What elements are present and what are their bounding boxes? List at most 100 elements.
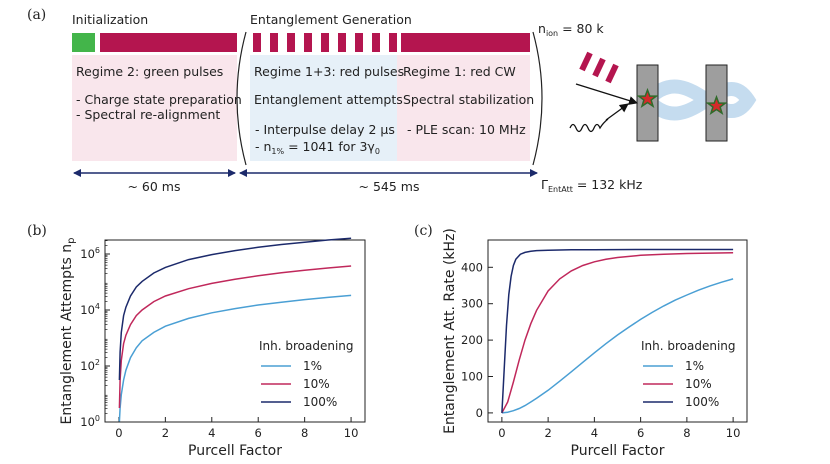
- legend-label: 100%: [685, 395, 719, 409]
- legend-label: 10%: [303, 377, 330, 391]
- y-axis-label: Entanglement Attempts np: [59, 237, 77, 424]
- pulses-detail-2: - n1% = 1041 for 3γ0: [255, 139, 380, 156]
- y-tick-exp: 2: [95, 358, 100, 367]
- plot-frame: [104, 239, 366, 423]
- cw-task-label: Spectral stabilization: [403, 92, 534, 107]
- y-tick-exp: 0: [95, 414, 100, 423]
- legend-label: 10%: [685, 377, 712, 391]
- init-regime-label: Regime 2: green pulses: [76, 64, 223, 79]
- y-tick-label: 200: [461, 333, 483, 347]
- x-tick-label: 8: [683, 426, 690, 440]
- n-ion-sub: ion: [546, 29, 558, 38]
- pulses-detail-2-sub2: 0: [375, 147, 380, 156]
- y-tick-label: 104: [80, 302, 100, 317]
- red-pulse: [304, 33, 312, 52]
- x-tick-label: 0: [115, 426, 122, 440]
- laser-pulses-icon: [579, 51, 619, 84]
- series-line-1pct: [501, 278, 734, 414]
- entanglement-schematic: [569, 51, 757, 142]
- red-pulse: [372, 33, 380, 52]
- photon-wave-icon: [569, 118, 609, 133]
- init-regime-panel: [72, 55, 237, 161]
- laser-pulse: [592, 57, 606, 78]
- cw-panel: [397, 55, 530, 161]
- cw-regime-label: Regime 1: red CW: [403, 64, 516, 79]
- ion-star-icon: [705, 94, 728, 116]
- ion-star-icon: [636, 87, 659, 109]
- x-tick-label: 0: [498, 426, 505, 440]
- legend-title: Inh. broadening: [641, 339, 736, 353]
- cw-red-bar: [401, 33, 530, 52]
- red-pulse-train: [253, 33, 397, 52]
- gamma-label: ΓEntAtt = 132 kHz: [541, 177, 643, 194]
- init-line-2: - Spectral re-alignment: [76, 107, 220, 122]
- red-pulse: [270, 33, 278, 52]
- pulses-detail-2-rest: = 1041 for 3γ: [284, 139, 375, 154]
- plot-frame: [487, 239, 748, 423]
- legend-label: 100%: [303, 395, 337, 409]
- left-paren: [236, 31, 247, 166]
- cw-detail: - PLE scan: 10 MHz: [407, 122, 526, 137]
- y-tick-exp: 4: [95, 302, 100, 311]
- init-line-1: - Charge state preparation: [76, 92, 242, 107]
- panel-a: (a) Initialization Regime 2: green pulse…: [27, 7, 757, 194]
- pulses-panel: [250, 55, 397, 161]
- y-tick-label: 0: [476, 406, 483, 420]
- entanglement-title: Entanglement Generation: [250, 12, 412, 27]
- y-tick-base: 10: [80, 247, 95, 261]
- y-tick-label: 100: [80, 414, 100, 429]
- panel-a-label: (a): [27, 7, 46, 23]
- x-axis-label: Purcell Factor: [571, 443, 665, 459]
- laser-pulse: [605, 63, 619, 84]
- pulses-task-label: Entanglement attempts: [254, 92, 403, 107]
- x-tick-label: 2: [162, 426, 169, 440]
- panel-b-label: (b): [27, 223, 47, 239]
- n-ion-suffix: = 80 k: [558, 21, 604, 36]
- y-tick-label: 400: [461, 260, 483, 274]
- series-line-1pct: [118, 294, 352, 422]
- init-duration-label: ~ 60 ms: [127, 179, 180, 194]
- x-tick-label: 10: [344, 426, 359, 440]
- pulses-regime-label: Regime 1+3: red pulses: [254, 64, 404, 79]
- gamma-sub: EntAtt: [548, 185, 573, 194]
- series-line-10pct: [501, 251, 734, 414]
- n-ion-prefix: n: [538, 21, 546, 36]
- gamma-prefix: Γ: [541, 177, 548, 192]
- red-pulse: [389, 33, 397, 52]
- x-tick-label: 4: [208, 426, 215, 440]
- pulses-detail-2-prefix: - n: [255, 139, 271, 154]
- y-tick-label: 106: [80, 246, 100, 261]
- y-tick-base: 10: [80, 359, 95, 373]
- y-tick-exp: 6: [95, 246, 100, 255]
- legend-title: Inh. broadening: [259, 339, 354, 353]
- photon-arrow-icon: [605, 103, 629, 121]
- gamma-suffix: = 132 kHz: [573, 177, 643, 192]
- y-axis-label: Entanglement Att. Rate (kHz): [442, 228, 458, 434]
- y-axis-label-sub: p: [66, 237, 77, 243]
- x-tick-label: 10: [726, 426, 741, 440]
- red-pulse: [287, 33, 295, 52]
- x-tick-label: 6: [637, 426, 644, 440]
- y-axis-label-main: Entanglement Att. Rate (kHz): [442, 228, 458, 434]
- pulses-detail-1: - Interpulse delay 2 µs: [255, 122, 395, 137]
- y-tick-base: 10: [80, 303, 95, 317]
- n-ion-label: nion = 80 k: [538, 21, 604, 38]
- ent-duration-label: ~ 545 ms: [359, 179, 420, 194]
- series-line-100pct: [501, 248, 734, 413]
- init-red-bar: [100, 33, 237, 52]
- excitation-arrow-icon: [575, 83, 638, 105]
- red-pulse: [355, 33, 363, 52]
- pulses-detail-2-sub: 1%: [271, 147, 284, 156]
- red-pulse: [253, 33, 261, 52]
- laser-pulse: [579, 51, 593, 72]
- y-axis-label-main: Entanglement Attempts n: [59, 244, 75, 425]
- entanglement-loop: [642, 79, 757, 121]
- legend-label: 1%: [685, 359, 704, 373]
- x-tick-label: 6: [255, 426, 262, 440]
- x-tick-label: 8: [301, 426, 308, 440]
- panel-c-label: (c): [414, 223, 433, 239]
